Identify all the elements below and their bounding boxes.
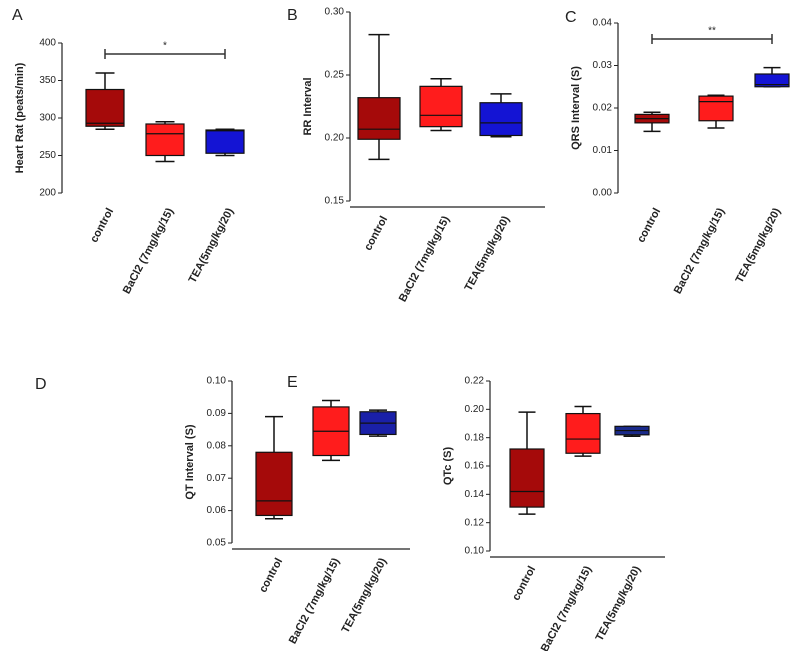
y-tick-label: 0.10	[207, 376, 227, 387]
panel-label: E	[287, 374, 298, 391]
box	[698, 95, 734, 122]
y-tick-label: 0.14	[465, 489, 485, 500]
box	[85, 88, 125, 127]
x-tick-label: TEA(5mg/kg/20)	[340, 556, 390, 635]
significance-label: **	[708, 26, 716, 37]
box	[479, 102, 523, 137]
y-tick-label: 0.01	[593, 145, 613, 156]
panel-label: A	[12, 7, 23, 24]
y-tick-label: 300	[39, 113, 56, 124]
y-tick-label: 0.06	[207, 505, 227, 516]
y-tick-label: 400	[39, 38, 56, 49]
x-tick-label: TEA(5mg/kg/20)	[187, 206, 237, 285]
significance-label: *	[163, 41, 167, 52]
y-axis-label: QT Interval (S)	[184, 424, 196, 500]
y-tick-label: 0.04	[593, 18, 613, 29]
x-tick-label: control	[257, 556, 285, 595]
y-tick-label: 0.02	[593, 103, 613, 114]
box	[357, 97, 401, 140]
x-tick-label: TEA(5mg/kg/20)	[463, 214, 513, 293]
box	[145, 123, 185, 157]
panel-label: C	[565, 9, 577, 26]
panel-label: D	[35, 376, 47, 393]
x-tick-label: BaCl2 (7mg/kg/15)	[397, 214, 453, 304]
y-tick-label: 0.25	[325, 70, 345, 81]
y-tick-label: 0.12	[465, 517, 485, 528]
y-tick-label: 350	[39, 75, 56, 86]
y-axis-label: QRS Interval (S)	[570, 66, 582, 150]
x-tick-label: control	[635, 206, 663, 245]
y-tick-label: 0.07	[207, 473, 227, 484]
x-tick-label: control	[88, 206, 116, 245]
x-tick-label: BaCl2 (7mg/kg/15)	[121, 206, 177, 296]
box	[205, 129, 245, 154]
y-tick-label: 0.22	[465, 376, 485, 387]
x-tick-label: control	[510, 564, 538, 603]
box	[754, 73, 790, 88]
y-tick-label: 200	[39, 188, 56, 199]
box	[565, 412, 601, 454]
x-tick-label: TEA(5mg/kg/20)	[734, 206, 784, 285]
y-axis-label: QTc (S)	[442, 447, 454, 486]
x-tick-label: BaCl2 (7mg/kg/15)	[539, 564, 595, 651]
y-axis-label: RR Interval	[302, 77, 314, 135]
y-tick-label: 0.08	[207, 440, 227, 451]
panel-label: B	[287, 7, 298, 24]
y-tick-label: 0.16	[465, 461, 485, 472]
y-tick-label: 0.20	[325, 133, 345, 144]
x-tick-label: TEA(5mg/kg/20)	[594, 564, 644, 643]
box	[419, 85, 463, 128]
box	[509, 448, 545, 508]
y-tick-label: 0.10	[465, 546, 485, 557]
x-tick-label: BaCl2 (7mg/kg/15)	[287, 556, 343, 646]
y-tick-label: 0.20	[465, 404, 485, 415]
x-tick-label: control	[362, 214, 390, 253]
y-tick-label: 0.09	[207, 408, 227, 419]
y-tick-label: 0.18	[465, 432, 485, 443]
y-tick-label: 0.30	[325, 7, 345, 18]
y-tick-label: 0.03	[593, 60, 613, 71]
y-axis-label: Heart Rat (peats/min)	[14, 62, 26, 173]
y-tick-label: 250	[39, 150, 56, 161]
y-tick-label: 0.15	[325, 196, 345, 207]
x-tick-label: BaCl2 (7mg/kg/15)	[672, 206, 728, 296]
y-tick-label: 0.00	[593, 188, 613, 199]
y-tick-label: 0.05	[207, 538, 227, 549]
box	[255, 451, 293, 517]
